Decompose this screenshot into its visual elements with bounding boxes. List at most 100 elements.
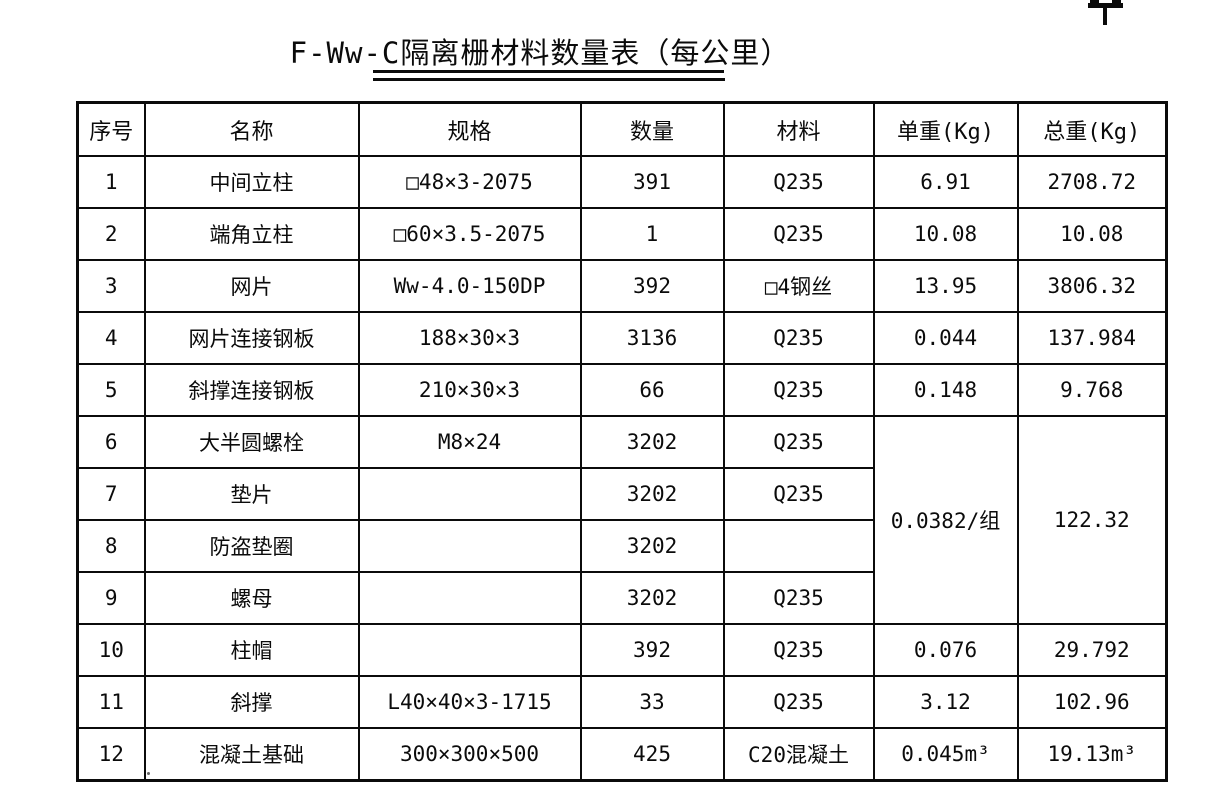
cell-name: 中间立柱	[143, 155, 360, 209]
cell-total-weight: 137.984	[1016, 311, 1168, 365]
cell-name: 端角立柱	[143, 207, 360, 261]
cell-qty: 391	[579, 155, 725, 209]
table-row: 1 中间立柱 □48×3-2075 391 Q235 6.91 2708.72	[76, 155, 1168, 209]
cell-total-weight: 3806.32	[1016, 259, 1168, 313]
cell-unit-weight-merged: 0.0382/组	[872, 415, 1019, 625]
cell-spec: 300×300×500	[357, 727, 582, 782]
cell-material: Q235	[722, 675, 875, 729]
cell-total-weight-merged: 122.32	[1016, 415, 1168, 625]
cell-spec: Ww-4.0-150DP	[357, 259, 582, 313]
cell-name: 垫片	[143, 467, 360, 521]
table-row: 5 斜撑连接钢板 210×30×3 66 Q235 0.148 9.768	[76, 363, 1168, 417]
cell-total-weight: 9.768	[1016, 363, 1168, 417]
cut-off-post-symbol	[1088, 0, 1123, 25]
cell-total-weight: 102.96	[1016, 675, 1168, 729]
cell-no: 8	[76, 519, 146, 573]
cell-name: 斜撑	[143, 675, 360, 729]
cell-qty: 3202	[579, 415, 725, 469]
cell-no: 4	[76, 311, 146, 365]
cell-qty: 3136	[579, 311, 725, 365]
cell-no: 1	[76, 155, 146, 209]
cell-unit-weight: 10.08	[872, 207, 1019, 261]
cell-spec	[357, 571, 582, 625]
table-row: 2 端角立柱 □60×3.5-2075 1 Q235 10.08 10.08	[76, 207, 1168, 261]
cell-name: 网片连接钢板	[143, 311, 360, 365]
cell-unit-weight: 0.045m³	[872, 727, 1019, 782]
cell-total-weight: 29.792	[1016, 623, 1168, 677]
cell-qty: 392	[579, 623, 725, 677]
cell-qty: 66	[579, 363, 725, 417]
header-no: 序号	[76, 101, 146, 157]
table-row: 9 螺母 3202 Q235	[76, 571, 1167, 625]
table-row: 11 斜撑 L40×40×3-1715 33 Q235 3.12 102.96	[76, 675, 1168, 729]
cell-unit-weight: 13.95	[872, 259, 1019, 313]
cell-spec	[357, 519, 582, 573]
cell-material: Q235	[722, 363, 875, 417]
cell-qty: 3202	[579, 571, 725, 625]
title-underline-bottom	[373, 78, 725, 81]
cell-unit-weight: 0.044	[872, 311, 1019, 365]
cell-material: Q235	[722, 155, 875, 209]
header-unit-weight: 单重(Kg)	[872, 101, 1019, 157]
cell-qty: 392	[579, 259, 725, 313]
header-name: 名称	[143, 101, 360, 157]
cell-spec: L40×40×3-1715	[357, 675, 582, 729]
cell-no: 10	[76, 623, 146, 677]
table-row: 10 柱帽 392 Q235 0.076 29.792	[76, 623, 1168, 677]
cell-total-weight: 10.08	[1016, 207, 1168, 261]
cell-material: Q235	[722, 207, 875, 261]
cell-unit-weight: 0.076	[872, 623, 1019, 677]
cell-no: 9	[76, 571, 146, 625]
cell-no: 11	[76, 675, 146, 729]
cell-unit-weight: 6.91	[872, 155, 1019, 209]
table-row: 12 混凝土基础 300×300×500 425 C20混凝土 0.045m³ …	[76, 727, 1168, 782]
cell-no: 12	[76, 727, 146, 782]
cell-qty: 1	[579, 207, 725, 261]
cell-material: Q235	[722, 311, 875, 365]
cell-material	[722, 519, 875, 573]
header-qty: 数量	[579, 101, 725, 157]
cell-unit-weight: 0.148	[872, 363, 1019, 417]
cell-no: 2	[76, 207, 146, 261]
title-underline-top	[373, 70, 724, 73]
cell-material: C20混凝土	[722, 727, 875, 782]
cell-unit-weight: 3.12	[872, 675, 1019, 729]
cell-spec: □60×3.5-2075	[357, 207, 582, 261]
cell-spec: □48×3-2075	[357, 155, 582, 209]
table-row: 4 网片连接钢板 188×30×3 3136 Q235 0.044 137.98…	[76, 311, 1168, 365]
scan-speckle	[147, 772, 150, 775]
cell-material: Q235	[722, 467, 875, 521]
page-title: F-Ww-C隔离栅材料数量表（每公里）	[289, 36, 791, 70]
table-header-row: 序号 名称 规格 数量 材料 单重(Kg) 总重(Kg)	[76, 101, 1168, 157]
cell-qty: 33	[579, 675, 725, 729]
cell-name: 斜撑连接钢板	[143, 363, 360, 417]
cell-no: 7	[76, 467, 146, 521]
header-material: 材料	[722, 101, 875, 157]
cell-qty: 3202	[579, 519, 725, 573]
cell-name: 螺母	[143, 571, 360, 625]
cell-no: 5	[76, 363, 146, 417]
cell-name: 防盗垫圈	[143, 519, 360, 573]
cell-name: 网片	[143, 259, 360, 313]
cell-qty: 425	[579, 727, 725, 782]
table-row: 8 防盗垫圈 3202	[76, 519, 1167, 573]
cell-name: 混凝土基础	[143, 727, 360, 782]
header-spec: 规格	[357, 101, 582, 157]
header-total-weight: 总重(Kg)	[1016, 101, 1168, 157]
cell-name: 柱帽	[143, 623, 360, 677]
cell-material: Q235	[722, 571, 875, 625]
cell-name: 大半圆螺栓	[143, 415, 360, 469]
cell-no: 6	[76, 415, 146, 469]
cell-material: Q235	[722, 415, 875, 469]
cell-total-weight: 19.13m³	[1016, 727, 1168, 782]
cell-spec	[357, 467, 582, 521]
cell-spec: M8×24	[357, 415, 582, 469]
cell-spec	[357, 623, 582, 677]
material-quantity-table: 序号 名称 规格 数量 材料 单重(Kg) 总重(Kg) 1 中间立柱 □48×…	[76, 101, 1168, 782]
cell-spec: 210×30×3	[357, 363, 582, 417]
cell-material: Q235	[722, 623, 875, 677]
table-row: 6 大半圆螺栓 M8×24 3202 Q235 0.0382/组 122.32	[76, 415, 1168, 625]
cell-spec: 188×30×3	[357, 311, 582, 365]
cell-no: 3	[76, 259, 146, 313]
